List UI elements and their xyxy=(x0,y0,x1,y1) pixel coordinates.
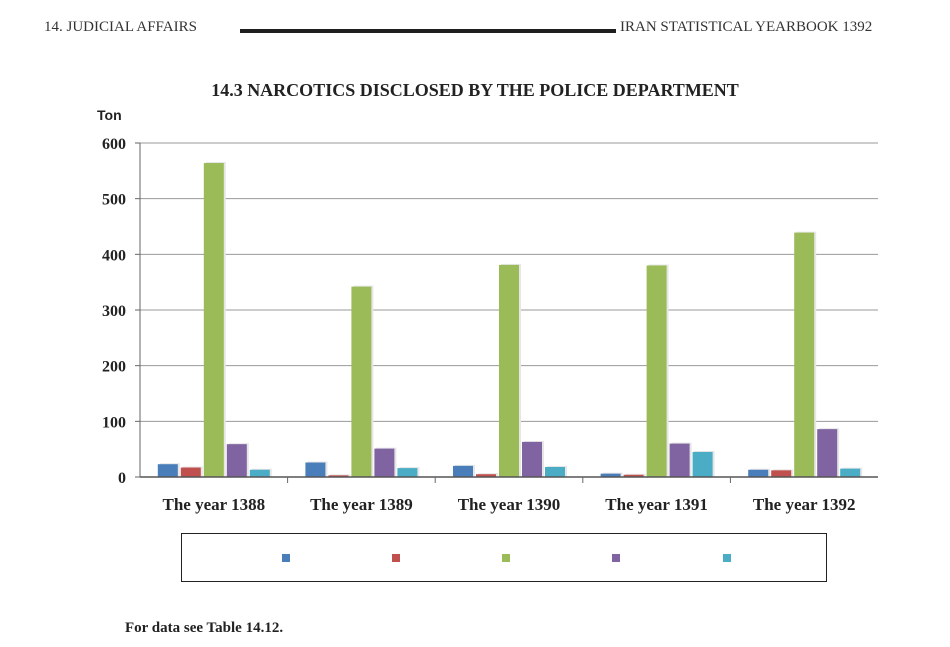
grid-lines xyxy=(140,142,878,422)
footnote: For data see Table 14.12. xyxy=(125,620,284,636)
bar xyxy=(453,465,473,477)
x-tick-label: The year 1389 xyxy=(310,495,413,514)
legend-swatch xyxy=(502,554,510,562)
y-tick-label: 200 xyxy=(102,359,126,376)
legend-swatch xyxy=(723,554,731,562)
bar xyxy=(305,462,326,477)
y-tick-label: 300 xyxy=(102,303,126,320)
bar xyxy=(748,469,769,477)
page-header-left: 14. JUDICIAL AFFAIRS xyxy=(44,19,197,35)
bar xyxy=(545,466,565,477)
bars xyxy=(157,162,863,478)
bar xyxy=(397,468,418,477)
page-header-right: IRAN STATISTICAL YEARBOOK 1392 xyxy=(620,19,873,35)
bar xyxy=(499,264,519,477)
bar xyxy=(157,464,178,477)
y-axis-unit-label: Ton xyxy=(97,107,122,123)
bar xyxy=(623,474,644,477)
y-tick-label: 600 xyxy=(102,136,126,153)
bar xyxy=(692,451,713,477)
bar xyxy=(180,467,201,477)
y-tick-label: 500 xyxy=(102,192,126,209)
y-tick-label: 0 xyxy=(118,470,126,487)
bar xyxy=(203,163,224,478)
x-tick-label: The year 1390 xyxy=(458,495,561,514)
bar xyxy=(600,473,621,477)
bar xyxy=(646,265,667,477)
bar xyxy=(840,468,861,477)
legend-swatch xyxy=(282,554,290,562)
legend-swatch xyxy=(392,554,400,562)
legend xyxy=(181,533,827,582)
y-tick-label: 100 xyxy=(102,414,126,431)
bar xyxy=(351,286,372,477)
bar xyxy=(817,429,838,477)
legend-swatch xyxy=(612,554,620,562)
bar xyxy=(669,443,690,477)
x-tick-label: The year 1388 xyxy=(162,495,265,514)
chart-title: 14.3 NARCOTICS DISCLOSED BY THE POLICE D… xyxy=(211,80,739,100)
bar xyxy=(794,232,815,477)
bar xyxy=(771,470,792,477)
bar xyxy=(374,448,395,477)
y-tick-label: 400 xyxy=(102,247,126,264)
bar xyxy=(249,469,270,477)
x-tick-labels: The year 1388 The year 1389 The year 1390 T… xyxy=(162,477,856,514)
x-tick-label: The year 1392 xyxy=(753,495,856,514)
header-rule xyxy=(240,29,616,33)
bar xyxy=(328,475,349,477)
bar xyxy=(226,444,247,477)
y-tick-labels: 0 100 200 300 400 500 600 xyxy=(102,136,140,487)
bar xyxy=(522,441,542,477)
x-tick-label: The year 1391 xyxy=(605,495,708,514)
bar xyxy=(476,474,496,477)
